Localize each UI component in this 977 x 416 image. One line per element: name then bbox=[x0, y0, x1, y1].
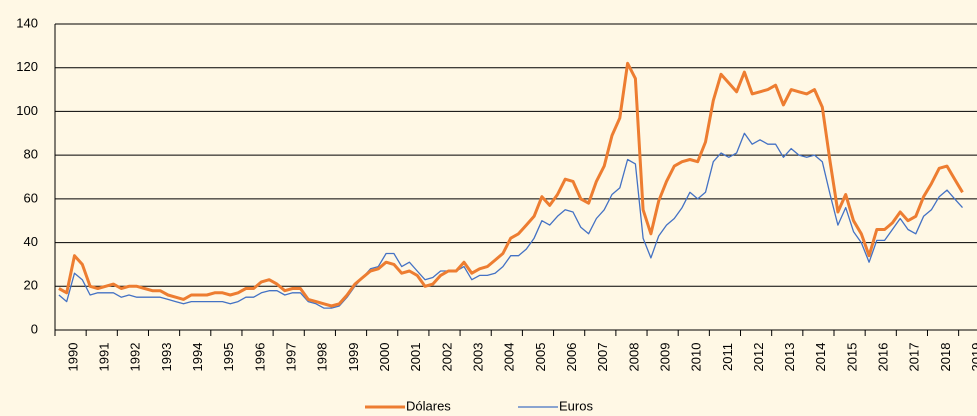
x-tick-label: 2017 bbox=[907, 343, 922, 372]
x-tick-label: 2010 bbox=[689, 343, 704, 372]
y-tick-label: 40 bbox=[24, 234, 38, 249]
x-tick-label: 2007 bbox=[595, 343, 610, 372]
x-tick-label: 2001 bbox=[408, 343, 423, 372]
x-tick-label: 2016 bbox=[876, 343, 891, 372]
x-tick-label: 2011 bbox=[720, 343, 735, 371]
x-tick-label: 1993 bbox=[159, 343, 174, 372]
y-tick-label: 120 bbox=[16, 59, 38, 74]
series-line bbox=[58, 61, 964, 308]
x-tick-label: 1998 bbox=[315, 343, 330, 372]
legend-label: Euros bbox=[559, 398, 593, 413]
x-tick-label: 2005 bbox=[533, 343, 548, 372]
x-tick-label: 1997 bbox=[284, 343, 299, 372]
x-tick-label: 2006 bbox=[564, 343, 579, 372]
x-tick-label: 2009 bbox=[657, 343, 672, 372]
series-line bbox=[58, 132, 963, 309]
x-tick-label: 1996 bbox=[252, 343, 267, 372]
legend-label: Dólares bbox=[406, 398, 451, 413]
x-tick-label: 1991 bbox=[97, 343, 112, 372]
x-tick-label: 1999 bbox=[346, 343, 361, 372]
y-tick-label: 20 bbox=[24, 278, 38, 293]
x-tick-label: 2019 bbox=[969, 343, 977, 372]
x-tick-label: 2003 bbox=[470, 343, 485, 372]
x-tick-label: 2012 bbox=[751, 343, 766, 372]
x-tick-label: 1994 bbox=[190, 343, 205, 372]
y-tick-label: 80 bbox=[24, 147, 38, 162]
x-tick-label: 2013 bbox=[782, 343, 797, 372]
x-tick-label: 2004 bbox=[502, 343, 517, 372]
y-tick-label: 140 bbox=[16, 15, 38, 30]
x-tick-label: 2014 bbox=[813, 343, 828, 372]
y-tick-label: 100 bbox=[16, 103, 38, 118]
x-tick-label: 2018 bbox=[938, 343, 953, 372]
x-tick-label: 1990 bbox=[65, 343, 80, 372]
y-tick-label: 0 bbox=[31, 321, 38, 336]
x-tick-label: 1992 bbox=[128, 343, 143, 372]
x-tick-label: 2000 bbox=[377, 343, 392, 372]
y-tick-label: 60 bbox=[24, 190, 38, 205]
x-tick-label: 2002 bbox=[439, 343, 454, 372]
x-tick-label: 2008 bbox=[626, 343, 641, 372]
x-tick-label: 2015 bbox=[844, 343, 859, 372]
x-tick-label: 1995 bbox=[221, 343, 236, 372]
